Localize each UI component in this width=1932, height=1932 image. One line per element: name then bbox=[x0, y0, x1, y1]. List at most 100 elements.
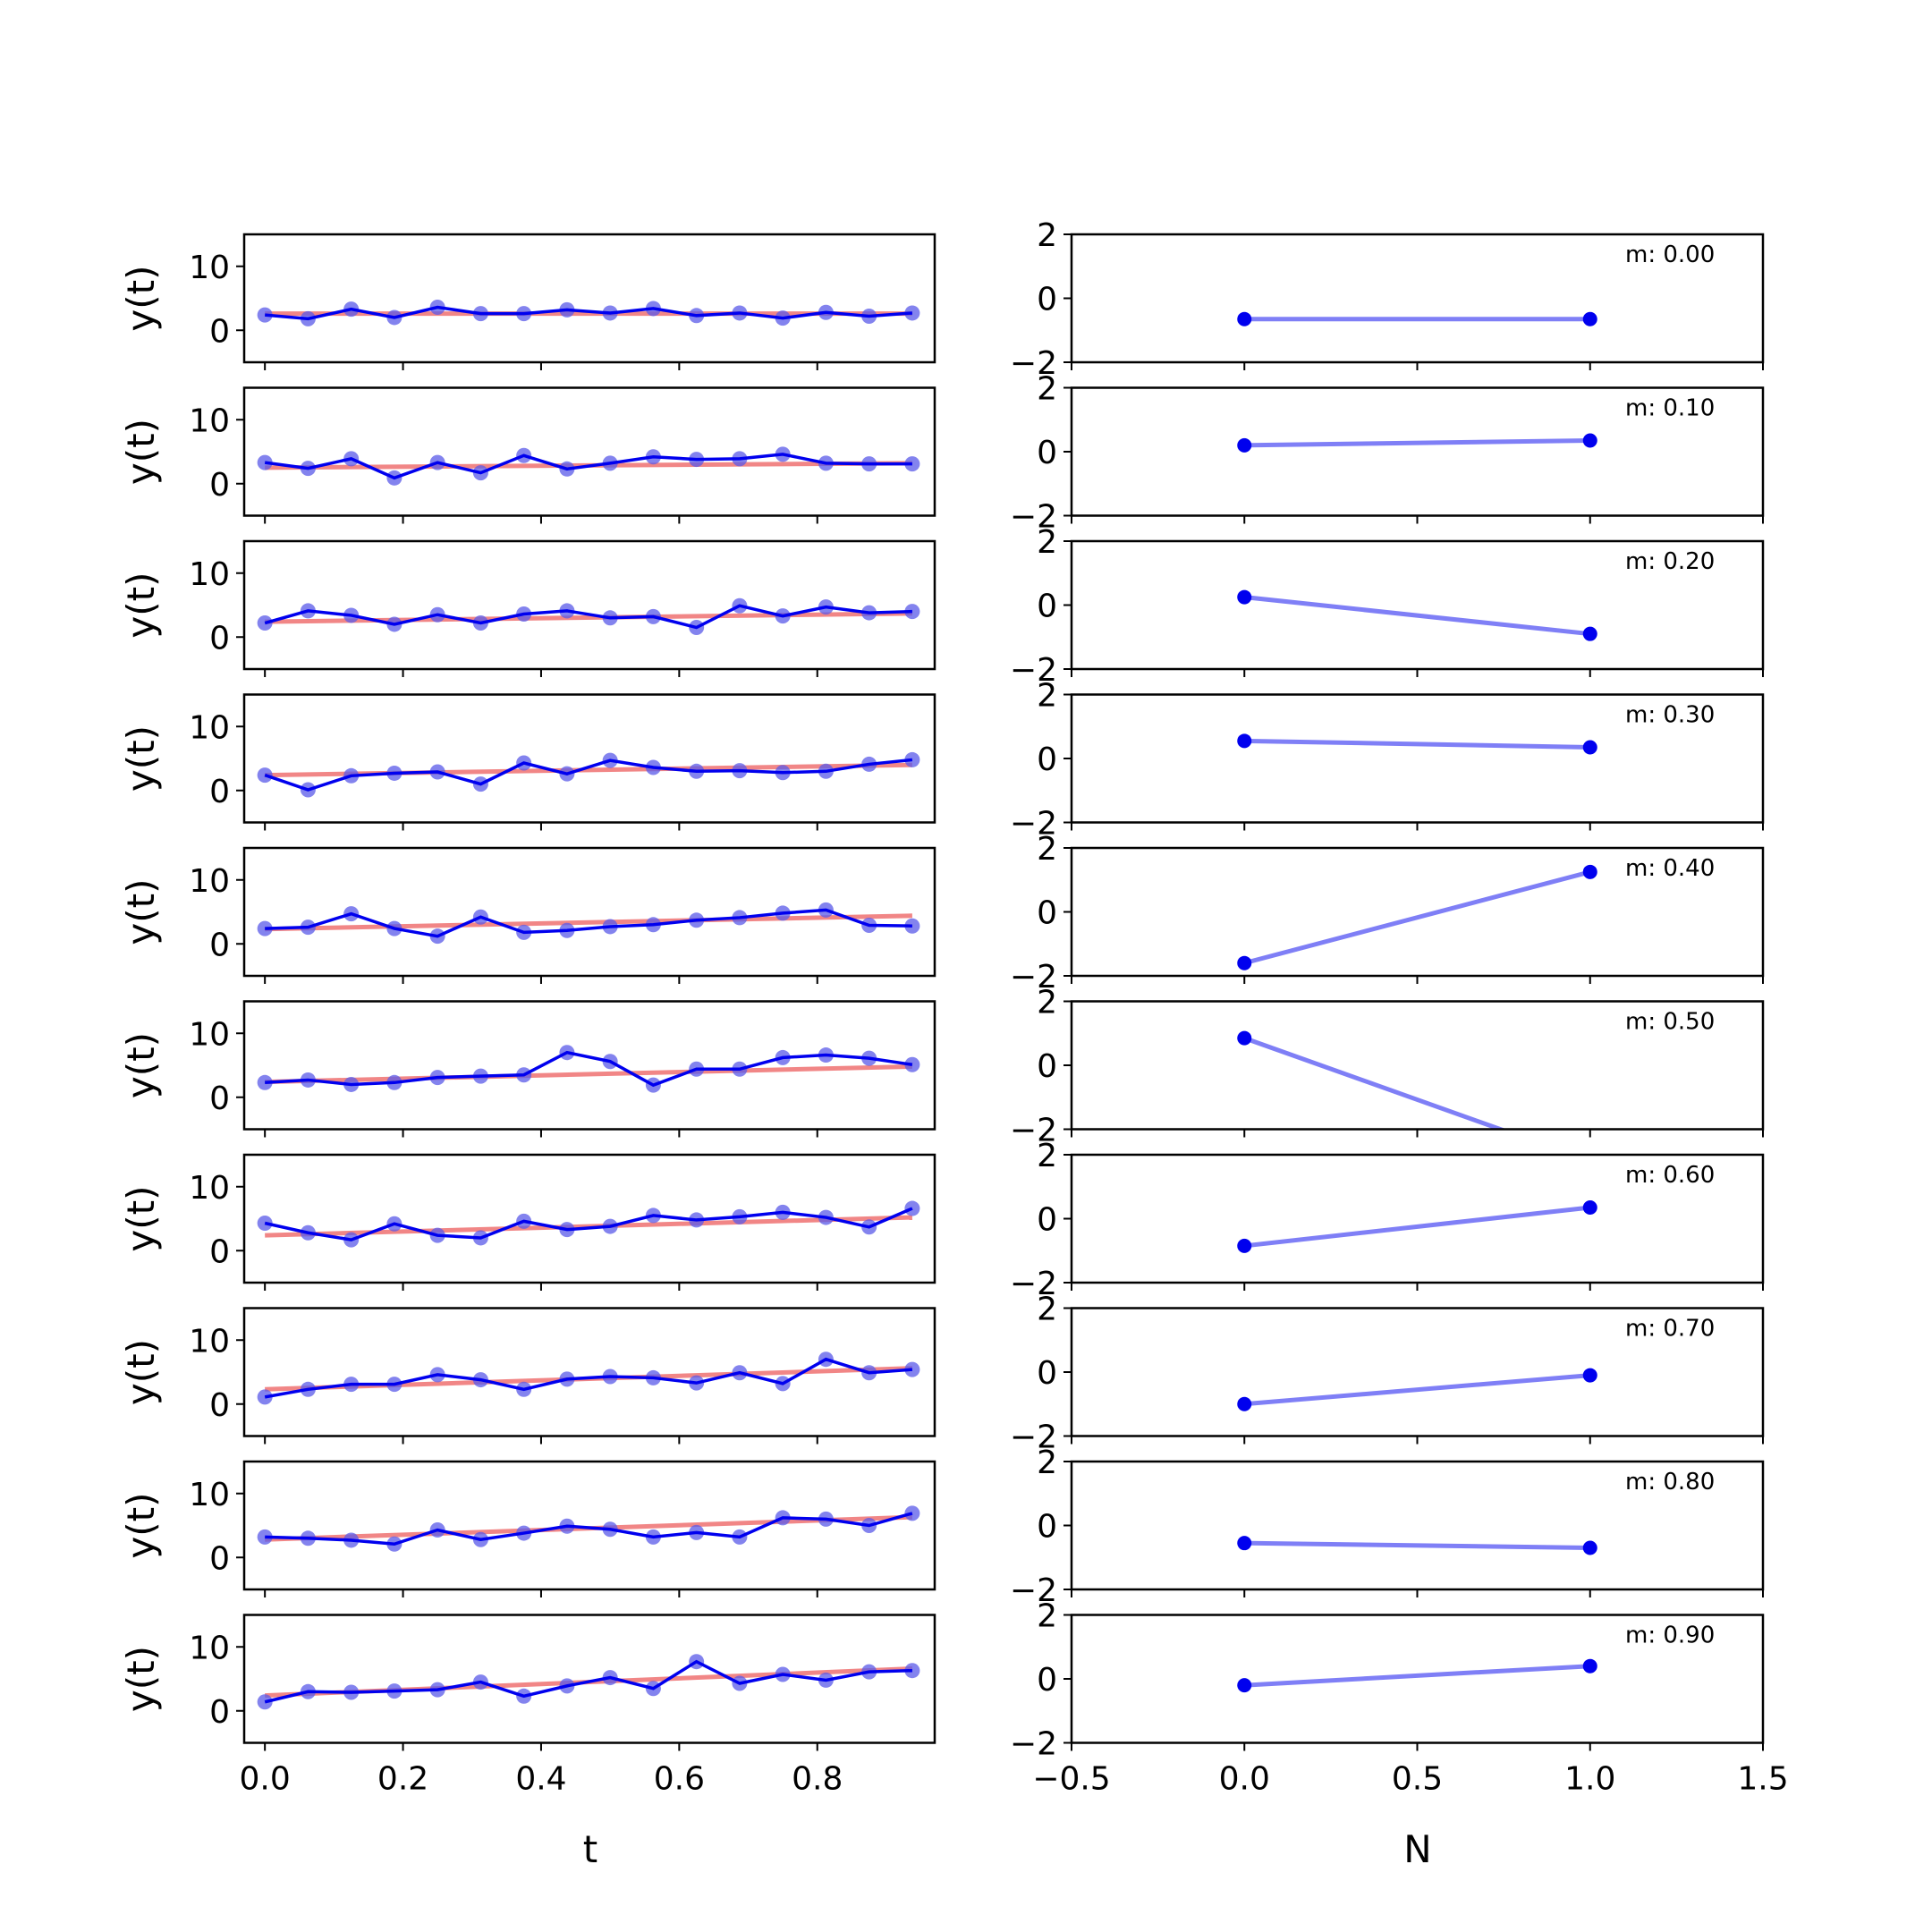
series-line bbox=[1243, 1205, 1591, 1249]
y-tick-label: 0 bbox=[209, 1694, 230, 1731]
x-tick-label: −0.5 bbox=[1032, 1761, 1110, 1798]
data-line bbox=[264, 1659, 912, 1704]
data-point bbox=[1237, 1396, 1252, 1411]
y-tick-label: −2 bbox=[1010, 345, 1057, 382]
y-tick-label: −2 bbox=[1010, 959, 1057, 996]
y-tick-label: 0 bbox=[209, 1540, 230, 1577]
y-tick-label: 2 bbox=[1037, 1445, 1057, 1481]
data-line bbox=[265, 1050, 913, 1088]
y-axis-label: y(t) bbox=[119, 572, 163, 638]
x-tick-label: 1.0 bbox=[1564, 1761, 1615, 1798]
panel-note: m: 0.60 bbox=[1625, 1162, 1715, 1189]
fit-line bbox=[265, 1215, 912, 1238]
axes-frame bbox=[242, 1000, 936, 1131]
y-tick-label: 10 bbox=[189, 709, 230, 746]
y-axis-label: y(t) bbox=[119, 1032, 163, 1098]
y-tick-label: 2 bbox=[1037, 1598, 1057, 1635]
axes-frame bbox=[242, 693, 936, 824]
left-panel-1: 0 10 y(t) bbox=[119, 233, 936, 370]
y-tick-label: 10 bbox=[189, 1630, 230, 1666]
fit-line bbox=[265, 1063, 912, 1085]
y-axis-label: y(t) bbox=[119, 1339, 163, 1405]
y-tick-label: 0 bbox=[209, 467, 230, 504]
axes-frame bbox=[242, 1307, 936, 1437]
y-tick-label: 2 bbox=[1037, 678, 1057, 715]
right-column-panels: −2 0 2 m: 0.00 −2 0 2 m: 0.10 −2 0 2 m: 0.20 −2 0 2 m: … bbox=[1010, 217, 1789, 1798]
data-point bbox=[1237, 589, 1252, 605]
data-point bbox=[1237, 1030, 1252, 1046]
left-panel-6: 0 10 y(t) bbox=[119, 1000, 936, 1138]
panel-note: m: 0.70 bbox=[1625, 1316, 1715, 1343]
data-point bbox=[1582, 1199, 1597, 1215]
y-tick-label: 0 bbox=[209, 927, 230, 963]
x-tick-label: 0.2 bbox=[377, 1761, 428, 1798]
x-tick-label: 1.5 bbox=[1737, 1761, 1788, 1798]
data-point bbox=[1582, 864, 1597, 879]
data-point bbox=[1582, 1540, 1597, 1555]
series-markers bbox=[1237, 589, 1597, 641]
series-markers bbox=[1237, 1368, 1597, 1411]
left-panel-7: 0 10 y(t) bbox=[119, 1153, 936, 1291]
y-axis-label: y(t) bbox=[119, 1185, 163, 1251]
data-point bbox=[1237, 955, 1252, 970]
y-axis-label: y(t) bbox=[119, 265, 163, 331]
y-tick-label: 2 bbox=[1037, 217, 1057, 254]
y-tick-label: 0 bbox=[209, 313, 230, 350]
series-line bbox=[1243, 595, 1591, 637]
data-point bbox=[1237, 1238, 1252, 1253]
y-tick-label: −2 bbox=[1010, 806, 1057, 843]
x-tick-label: 0.8 bbox=[792, 1761, 843, 1798]
data-line bbox=[264, 604, 912, 630]
x-tick-label: 0.0 bbox=[240, 1761, 291, 1798]
left-panel-9: 0 10 y(t) bbox=[119, 1460, 936, 1597]
y-tick-label: 0 bbox=[1037, 589, 1057, 625]
series-line bbox=[1244, 437, 1590, 448]
axes-frame bbox=[242, 1460, 936, 1591]
y-axis-label: y(t) bbox=[119, 419, 163, 485]
fit-line bbox=[265, 913, 912, 932]
y-tick-label: 10 bbox=[189, 1323, 230, 1360]
right-panel-10: −2 0 2 −0.5 0.0 0.5 1.0 1.5 m: 0.90 bbox=[1010, 1598, 1789, 1798]
series-markers bbox=[1237, 1658, 1597, 1693]
y-tick-label: 0 bbox=[209, 1233, 230, 1270]
data-point bbox=[1237, 437, 1252, 453]
series-markers bbox=[1237, 1030, 1252, 1046]
right-panel-8: −2 0 2 m: 0.70 bbox=[1010, 1292, 1765, 1456]
data-point bbox=[1582, 1368, 1597, 1383]
right-panel-6: −2 0 2 m: 0.50 bbox=[1010, 985, 1765, 1149]
y-tick-label: 0 bbox=[1037, 741, 1057, 778]
data-line bbox=[265, 305, 913, 321]
data-markers bbox=[257, 1200, 920, 1248]
series-line bbox=[1243, 869, 1591, 966]
left-panel-10: 0 10 0.0 0.2 0.4 0.6 0.8 y(t) bbox=[119, 1614, 936, 1798]
series-line bbox=[1244, 1540, 1590, 1551]
data-line bbox=[264, 453, 912, 480]
y-axis-label: y(t) bbox=[119, 725, 163, 792]
data-point bbox=[1582, 1658, 1597, 1674]
series-line bbox=[1243, 1036, 1507, 1130]
axes-frame bbox=[242, 1614, 936, 1744]
series-markers bbox=[1237, 311, 1597, 326]
data-line bbox=[264, 1357, 913, 1399]
x-tick-label: 0.0 bbox=[1219, 1761, 1270, 1798]
series-markers bbox=[1237, 433, 1597, 453]
y-tick-label: −2 bbox=[1010, 1266, 1057, 1302]
right-x-axis-label: N bbox=[1403, 1827, 1431, 1871]
data-point bbox=[1237, 1536, 1252, 1551]
left-x-axis-label: t bbox=[583, 1827, 597, 1871]
y-tick-label: −2 bbox=[1010, 652, 1057, 689]
x-tick-label: 0.5 bbox=[1392, 1761, 1443, 1798]
left-panel-3: 0 10 y(t) bbox=[119, 539, 936, 677]
y-tick-label: 0 bbox=[1037, 1355, 1057, 1392]
y-tick-label: 10 bbox=[189, 863, 230, 900]
y-tick-label: 2 bbox=[1037, 371, 1057, 408]
y-tick-label: 2 bbox=[1037, 1292, 1057, 1328]
right-panel-9: −2 0 2 m: 0.80 bbox=[1010, 1445, 1765, 1609]
y-tick-label: 2 bbox=[1037, 1138, 1057, 1174]
panel-note: m: 0.30 bbox=[1625, 702, 1715, 729]
series-line bbox=[1244, 1664, 1590, 1688]
y-tick-label: 10 bbox=[189, 250, 230, 286]
series-markers bbox=[1237, 1536, 1597, 1555]
right-panel-1: −2 0 2 m: 0.00 bbox=[1010, 217, 1765, 382]
